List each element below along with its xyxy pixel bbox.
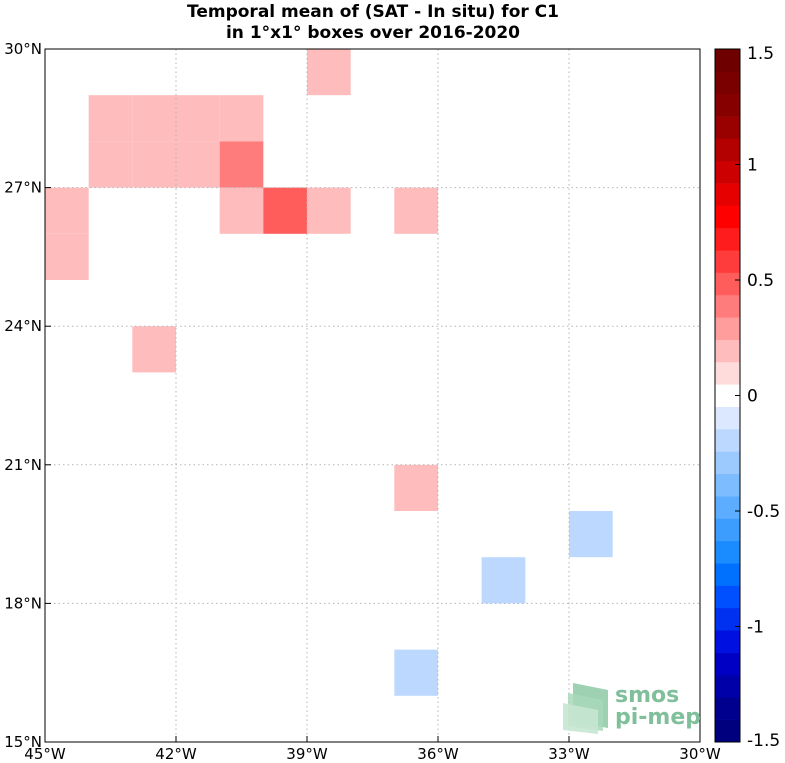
data-box <box>394 187 438 234</box>
colorbar-segment <box>715 138 740 162</box>
colorbar-segment <box>715 406 740 430</box>
data-box <box>132 141 176 188</box>
logo-line-1: smos <box>615 683 679 708</box>
lat-tick-label: 21°N <box>4 456 42 474</box>
lon-tick-label: 45°W <box>24 745 66 763</box>
title-line-1: Temporal mean of (SAT - In situ) for C1 <box>187 2 559 22</box>
colorbar-segment <box>715 272 740 296</box>
data-box <box>132 326 176 373</box>
colorbar-segment <box>715 384 740 407</box>
data-box <box>307 49 351 96</box>
data-box <box>176 141 220 188</box>
colorbar-segment <box>715 49 740 72</box>
colorbar-segment <box>715 250 740 273</box>
colorbar-segment <box>715 563 740 586</box>
colorbar-tick-label: 0 <box>747 387 758 407</box>
colorbar-segment <box>715 630 740 653</box>
colorbar-segment <box>715 585 740 609</box>
lat-tick-label: 27°N <box>4 179 42 197</box>
colorbar-segment <box>715 540 740 564</box>
grid-lines <box>45 49 700 742</box>
data-box <box>307 187 351 234</box>
lon-tick-label: 33°W <box>548 745 590 763</box>
colorbar-tick-label: 0.5 <box>747 271 774 291</box>
lon-tick-label: 39°W <box>286 745 328 763</box>
data-box <box>45 187 89 234</box>
map-frame <box>44 48 701 743</box>
colorbar-segment <box>715 429 740 452</box>
data-box <box>219 141 264 188</box>
colorbar-segment <box>715 339 740 363</box>
colorbar-tick-label: -1.5 <box>747 731 780 751</box>
colorbar-segment <box>715 473 740 497</box>
colorbar-tick-label: 1 <box>747 156 758 176</box>
colorbar-segment <box>715 361 740 385</box>
data-box <box>569 511 613 558</box>
data-box <box>219 95 264 142</box>
logo-wave-icon <box>563 683 608 734</box>
data-box <box>394 464 438 511</box>
data-box <box>88 141 133 188</box>
data-box <box>263 187 307 234</box>
colorbar-segment <box>715 719 740 743</box>
lon-tick-label: 42°W <box>155 745 197 763</box>
data-box <box>132 95 176 142</box>
data-box <box>45 233 89 280</box>
data-boxes <box>45 49 613 696</box>
data-box <box>88 95 133 142</box>
colorbar-tick-label: -1 <box>747 618 764 638</box>
data-box <box>176 95 220 142</box>
latitude-axis: 30°N 27°N 24°N 21°N 18°N 15°N <box>4 40 51 751</box>
colorbar-segment <box>715 160 740 184</box>
lat-tick-label: 18°N <box>4 594 42 612</box>
colorbar-segment <box>715 697 740 720</box>
colorbar-segment <box>715 652 740 676</box>
colorbar: 1.5 1 0.5 0 -0.5 -1 -1.5 <box>714 44 780 751</box>
colorbar-segment <box>715 116 740 139</box>
colorbar-segment <box>715 227 740 251</box>
colorbar-segment <box>715 451 740 475</box>
title-line-2: in 1°x1° boxes over 2016-2020 <box>226 23 520 43</box>
colorbar-tick-label: -0.5 <box>747 502 780 522</box>
data-box <box>394 649 438 696</box>
colorbar-segment <box>715 607 740 631</box>
colorbar-segment <box>715 317 740 340</box>
map-plot: 45°W 42°W 39°W 36°W 33°W 30°W 30°N 27°N 24°N 21°… <box>4 40 721 763</box>
colorbar-segment <box>715 183 740 206</box>
lat-tick-label: 30°N <box>4 40 42 58</box>
lat-tick-label: 24°N <box>4 317 42 335</box>
smos-pi-mep-logo: smos pi-mep <box>563 683 701 734</box>
data-box <box>219 187 264 234</box>
colorbar-segment <box>715 205 740 229</box>
colorbar-ticks: 1.5 1 0.5 0 -0.5 -1 -1.5 <box>735 44 780 751</box>
colorbar-tick-label: 1.5 <box>747 44 774 64</box>
colorbar-segment <box>715 674 740 698</box>
colorbar-segment <box>715 93 740 117</box>
colorbar-segments <box>715 49 740 743</box>
longitude-axis: 45°W 42°W 39°W 36°W 33°W 30°W <box>24 736 721 763</box>
colorbar-segment <box>715 71 740 95</box>
lat-tick-label: 15°N <box>4 733 42 751</box>
colorbar-segment <box>715 518 740 542</box>
colorbar-segment <box>715 294 740 318</box>
lon-tick-label: 36°W <box>417 745 459 763</box>
colorbar-segment <box>715 496 740 519</box>
logo-line-2: pi-mep <box>615 705 701 730</box>
data-box <box>481 557 526 604</box>
lon-tick-label: 30°W <box>679 745 721 763</box>
